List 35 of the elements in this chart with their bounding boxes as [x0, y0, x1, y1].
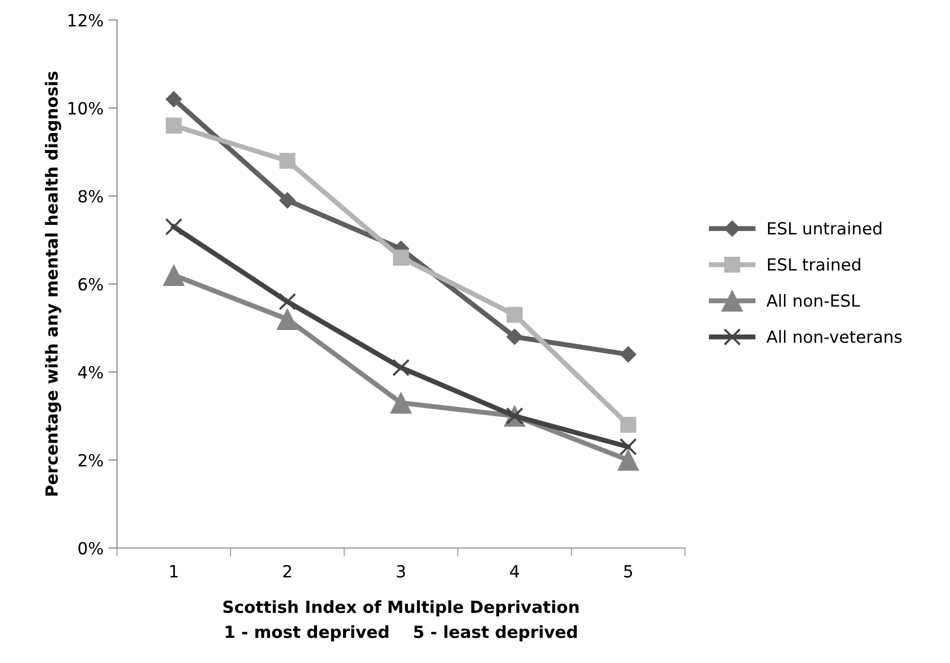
point	[392, 358, 410, 376]
point	[165, 218, 182, 236]
x-tick-label: 5	[624, 565, 632, 578]
y-tick-label: 0%	[78, 542, 103, 555]
y-tick-label: 12%	[68, 14, 103, 27]
y-tick-label: 2%	[78, 454, 103, 467]
y-tick-label: 8%	[78, 190, 103, 203]
y-tick-label: 6%	[78, 278, 103, 291]
point	[617, 449, 639, 471]
point	[166, 90, 182, 108]
point	[390, 392, 412, 414]
x-tick-label: 2	[283, 564, 292, 578]
point	[276, 308, 298, 330]
y-tick-label: 10%	[68, 102, 103, 115]
legend-label: All non-veterans	[766, 330, 902, 344]
x-tick-label: 3	[396, 564, 405, 578]
legend-label: ESL untrained	[768, 222, 882, 235]
point	[163, 264, 185, 286]
point	[620, 416, 636, 433]
point	[279, 152, 296, 169]
point	[278, 292, 296, 310]
legend-label: ESL trained	[768, 258, 860, 271]
y-axis-title: Percentage with any mental health diagnosis	[44, 72, 62, 496]
y-tick-label: 4%	[78, 366, 103, 379]
legend-label: All non-ESL	[766, 294, 860, 307]
point	[166, 118, 182, 134]
point	[506, 328, 523, 346]
point	[506, 306, 523, 323]
point	[393, 250, 409, 266]
x-tick-label: 1	[170, 565, 178, 578]
x-tick-label: 4	[510, 565, 519, 578]
point	[279, 192, 296, 209]
point	[620, 438, 637, 456]
x-axis-title: Scottish Index of Multiple Deprivation 1 - most deprived 5 - least deprived	[223, 600, 579, 642]
point	[620, 346, 636, 363]
